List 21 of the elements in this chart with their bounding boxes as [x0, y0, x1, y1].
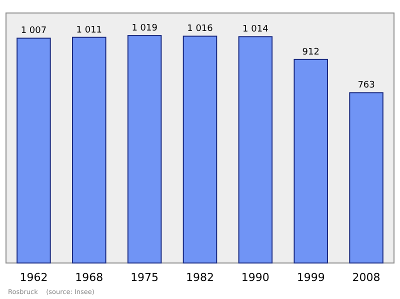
bar	[182, 36, 218, 264]
data-label: 912	[302, 47, 320, 58]
bar	[238, 36, 273, 264]
data-label: 1 011	[76, 25, 102, 36]
bar	[16, 38, 51, 264]
bar	[294, 58, 328, 264]
data-label: 1 007	[20, 26, 47, 36]
x-tick-label: 1982	[186, 271, 214, 284]
data-label: 1 016	[187, 24, 214, 34]
bar	[127, 35, 162, 264]
data-label: 1 019	[132, 24, 158, 34]
data-label: 1 014	[242, 24, 269, 35]
x-tick-label: 1962	[20, 271, 48, 284]
x-tick-label: 1990	[241, 271, 270, 284]
x-tick-label: 1975	[130, 271, 159, 284]
bar	[349, 92, 384, 264]
data-label: 763	[358, 80, 375, 91]
bar	[72, 36, 106, 264]
x-tick-label: 1968	[75, 271, 104, 284]
x-tick-label: 2008	[352, 271, 380, 284]
x-tick-label: 1999	[296, 271, 325, 284]
